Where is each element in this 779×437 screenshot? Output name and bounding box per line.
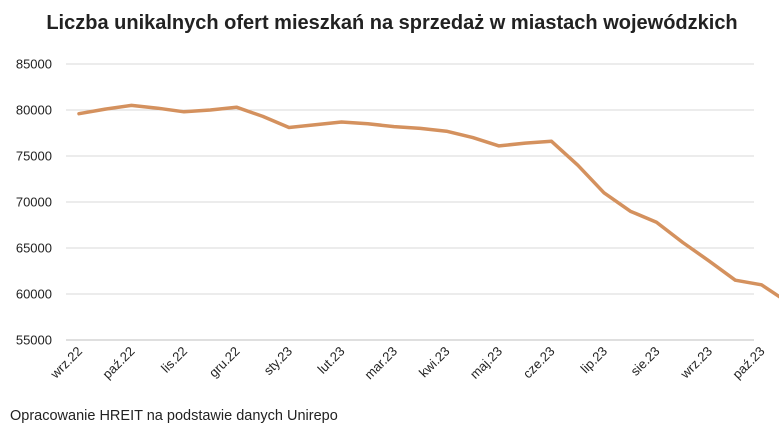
series-line [77, 103, 779, 299]
x-tick-label: wrz.22 [47, 344, 85, 382]
chart-title: Liczba unikalnych ofert mieszkań na sprz… [46, 12, 737, 34]
x-tick-label: sie.23 [627, 344, 662, 379]
x-tick-label: paź.22 [99, 344, 137, 382]
x-tick-label: wrz.23 [677, 344, 715, 382]
x-tick-label: paź.23 [729, 344, 767, 382]
y-tick-label: 70000 [16, 195, 52, 210]
y-tick-label: 75000 [16, 149, 52, 164]
source-note: Opracowanie HREIT na podstawie danych Un… [10, 408, 338, 424]
x-axis-ticks: wrz.22 paź.22 lis.22 gru.22 sty.23 lut.23 mar.… [47, 344, 768, 383]
x-tick-label: sty.23 [261, 344, 295, 378]
y-axis-ticks: 55000 60000 65000 70000 75000 80000 85000 [16, 57, 52, 348]
gridlines [66, 63, 754, 341]
y-tick-label: 55000 [16, 333, 52, 348]
series-layer [77, 103, 779, 299]
x-tick-label: lip.23 [578, 344, 611, 377]
x-tick-label: kwi.23 [416, 344, 453, 381]
y-tick-label: 80000 [16, 103, 52, 118]
y-tick-label: 85000 [16, 57, 52, 72]
x-tick-label: maj.23 [467, 344, 505, 382]
x-tick-label: mar.23 [361, 344, 400, 383]
x-tick-label: lis.22 [158, 344, 190, 376]
x-tick-label: lut.23 [315, 344, 348, 377]
x-tick-label: gru.22 [206, 344, 243, 381]
x-tick-label: cze.23 [520, 344, 558, 382]
y-tick-label: 60000 [16, 287, 52, 302]
y-tick-label: 65000 [16, 241, 52, 256]
